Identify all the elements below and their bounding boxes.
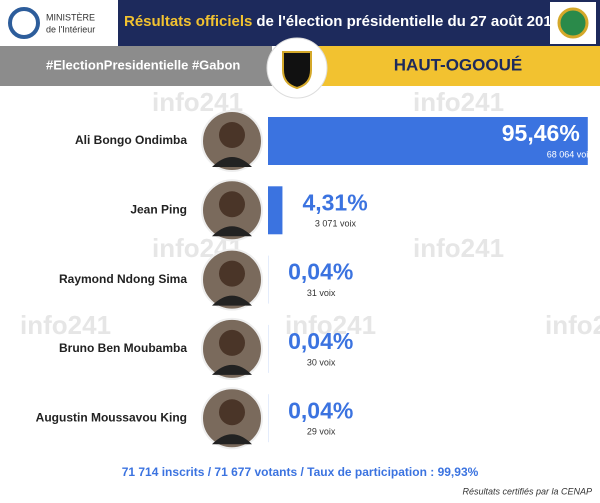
vote-label: 29 voix	[307, 427, 336, 437]
candidate-face	[219, 191, 245, 218]
watermark: info241	[413, 87, 504, 117]
value-label: 4,31%	[302, 189, 367, 215]
candidate-name: Raymond Ndong Sima	[59, 272, 187, 286]
candidate-suit	[212, 295, 252, 306]
vote-label: 68 064 voix	[547, 149, 594, 159]
ministry-name: MINISTÈRE	[46, 12, 95, 22]
ministry-logo	[8, 7, 40, 39]
watermark: info241	[285, 310, 376, 340]
value-label: 0,04%	[288, 397, 353, 423]
ministry-box	[0, 0, 118, 46]
watermark: info241	[545, 310, 600, 340]
ministry-name: de l'Intérieur	[46, 24, 95, 34]
summary: 71 714 inscrits / 71 677 votants / Taux …	[122, 465, 479, 479]
title: Résultats officiels de l'élection préside…	[124, 13, 560, 30]
candidate-face	[219, 329, 245, 356]
candidate-name: Ali Bongo Ondimba	[75, 133, 187, 147]
candidate-name: Jean Ping	[130, 202, 187, 216]
results: Ali Bongo Ondimba 95,46% 68 064 voix Jean P…	[36, 110, 594, 450]
watermark: info241	[20, 310, 111, 340]
candidate-suit	[212, 364, 252, 375]
region: HAUT-OGOOUÉ	[394, 55, 522, 74]
candidate-suit	[212, 434, 252, 445]
region-emblem	[282, 51, 312, 90]
coat-of-arms	[557, 7, 589, 39]
candidate-name: Augustin Moussavou King	[36, 410, 187, 424]
title-rest: de l'élection présidentielle du 27 août …	[256, 13, 560, 30]
certification: Résultats certifiés par la CENAP	[462, 486, 592, 496]
bar	[268, 186, 283, 235]
title-highlight: Résultats officiels	[124, 13, 252, 30]
candidate-face	[219, 122, 245, 148]
candidate-suit	[212, 157, 252, 167]
value-label: 0,04%	[288, 259, 353, 285]
hashtags: #ElectionPresidentielle #Gabon	[46, 57, 240, 72]
region-bar	[318, 46, 600, 86]
vote-label: 30 voix	[307, 357, 336, 367]
watermark: info241	[413, 233, 504, 263]
candidate-suit	[212, 226, 252, 237]
candidate-face	[219, 260, 245, 287]
bar	[268, 117, 588, 165]
value-label: 0,04%	[288, 328, 353, 354]
vote-label: 3 071 voix	[315, 219, 357, 229]
value-label: 95,46%	[502, 120, 580, 146]
vote-label: 31 voix	[307, 288, 336, 298]
candidate-face	[219, 399, 245, 426]
hashtag-bar	[0, 46, 272, 86]
candidate-name: Bruno Ben Moubamba	[59, 341, 187, 355]
